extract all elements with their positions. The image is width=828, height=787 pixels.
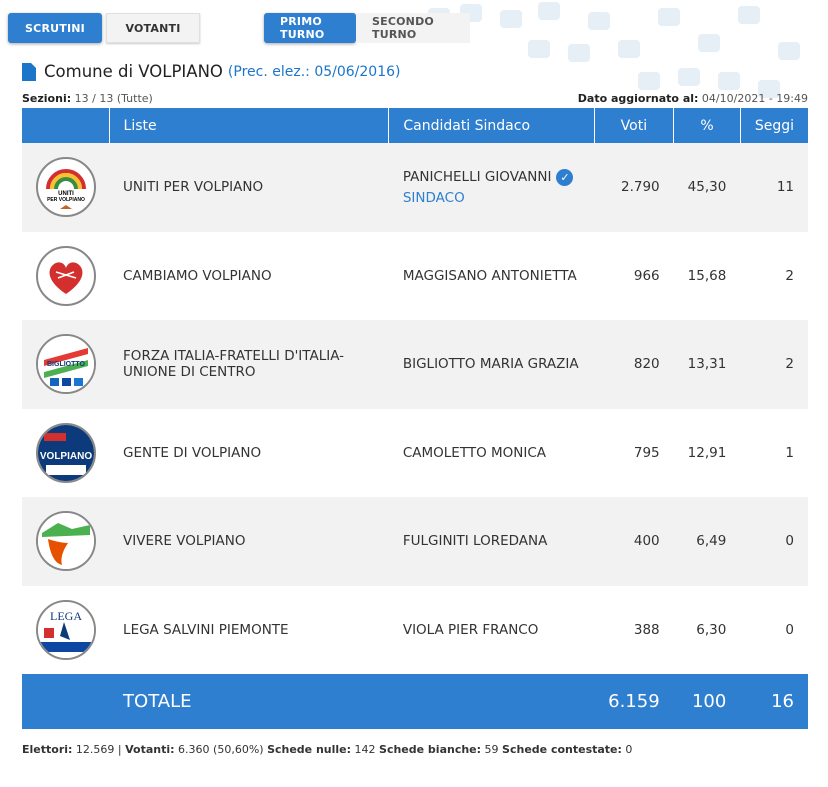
list-logo-cell: LEGA bbox=[22, 585, 110, 674]
meta-info: Sezioni: 13 / 13 (Tutte) Dato aggiornato… bbox=[22, 92, 808, 105]
elettori-value: 12.569 | bbox=[75, 743, 122, 756]
header-percentuale: % bbox=[673, 108, 741, 143]
total-logo-cell bbox=[22, 674, 110, 729]
table-row: VOLPIANO GENTE DI VOLPIANO CAMOLETTO MON… bbox=[22, 408, 808, 497]
table-row: UNITI PER VOLPIANO UNITI PER VOLPIANO PA… bbox=[22, 143, 808, 232]
gente-di-volpiano-logo: VOLPIANO bbox=[35, 422, 96, 483]
list-name: GENTE DI VOLPIANO bbox=[109, 408, 389, 497]
table-header-row: Liste Candidati Sindaco Voti % Seggi bbox=[22, 108, 808, 143]
candidate-name: PANICHELLI GIOVANNI bbox=[402, 169, 552, 186]
votanti-label: Votanti: bbox=[125, 743, 175, 756]
votes-value: 820 bbox=[594, 320, 674, 409]
candidate-name: MAGGISANO ANTONIETTA bbox=[388, 231, 595, 320]
tab-secondo-turno[interactable]: SECONDO TURNO bbox=[356, 13, 470, 43]
percentage-value: 13,31 bbox=[673, 320, 741, 409]
cambiamo-volpiano-logo bbox=[35, 245, 96, 306]
percentage-value: 15,68 bbox=[673, 231, 741, 320]
votanti-value: 6.360 (50,60%) bbox=[178, 743, 264, 756]
votes-value: 400 bbox=[594, 497, 674, 586]
header-voti: Voti bbox=[594, 108, 675, 143]
percentage-value: 45,30 bbox=[673, 143, 741, 232]
schede-contestate-label: Schede contestate: bbox=[502, 743, 622, 756]
seats-value: 2 bbox=[740, 320, 808, 409]
list-logo-cell bbox=[22, 497, 110, 586]
list-name: CAMBIAMO VOLPIANO bbox=[109, 231, 389, 320]
elettori-label: Elettori: bbox=[22, 743, 73, 756]
schede-contestate-value: 0 bbox=[625, 743, 633, 756]
seats-value: 2 bbox=[740, 231, 808, 320]
total-votes: 6.159 bbox=[594, 674, 674, 729]
votes-value: 2.790 bbox=[594, 143, 674, 232]
votes-value: 388 bbox=[594, 585, 674, 674]
document-icon bbox=[22, 62, 36, 81]
vivere-volpiano-logo bbox=[35, 511, 96, 572]
total-row: TOTALE 6.159 100 16 bbox=[22, 674, 808, 729]
svg-text:UNITI: UNITI bbox=[58, 191, 74, 197]
candidate-cell: PANICHELLI GIOVANNI ✓ SINDACO bbox=[388, 143, 595, 232]
seats-value: 0 bbox=[740, 497, 808, 586]
list-logo-cell bbox=[22, 231, 110, 320]
summary-footer: Elettori: 12.569 | Votanti: 6.360 (50,60… bbox=[22, 743, 632, 756]
candidate-name: BIGLIOTTO MARIA GRAZIA bbox=[388, 320, 595, 409]
schede-bianche-label: Schede bianche: bbox=[379, 743, 482, 756]
table-row: LEGA LEGA SALVINI PIEMONTE VIOLA PIER FR… bbox=[22, 585, 808, 674]
total-seats: 16 bbox=[740, 674, 808, 729]
votes-value: 966 bbox=[594, 231, 674, 320]
table-row: VIVERE VOLPIANO FULGINITI LOREDANA 400 6… bbox=[22, 497, 808, 586]
lega-salvini-piemonte-logo: LEGA bbox=[35, 599, 96, 660]
svg-text:LEGA: LEGA bbox=[50, 609, 82, 623]
percentage-value: 6,30 bbox=[673, 585, 741, 674]
uniti-per-volpiano-logo: UNITI PER VOLPIANO bbox=[35, 157, 96, 218]
tab-primo-turno[interactable]: PRIMO TURNO bbox=[264, 13, 356, 43]
results-table: Liste Candidati Sindaco Voti % Seggi UNI… bbox=[22, 108, 808, 729]
header-candidati: Candidati Sindaco bbox=[388, 108, 595, 143]
candidate-name: CAMOLETTO MONICA bbox=[388, 408, 595, 497]
centro-destra-bigliotto-logo: BIGLIOTTO bbox=[35, 334, 96, 395]
elected-label: SINDACO bbox=[402, 189, 465, 206]
percentage-value: 6,49 bbox=[673, 497, 741, 586]
total-percentage: 100 bbox=[673, 674, 741, 729]
header-logo bbox=[22, 108, 110, 143]
svg-text:VOLPIANO: VOLPIANO bbox=[39, 451, 91, 462]
sezioni-label: Sezioni: bbox=[22, 92, 72, 105]
votes-value: 795 bbox=[594, 408, 674, 497]
comune-name: Comune di VOLPIANO bbox=[44, 62, 223, 81]
page-title: Comune di VOLPIANO (Prec. elez.: 05/06/2… bbox=[22, 62, 400, 81]
header-seggi: Seggi bbox=[740, 108, 808, 143]
schede-nulle-value: 142 bbox=[354, 743, 376, 756]
total-label: TOTALE bbox=[109, 674, 389, 729]
list-logo-cell: BIGLIOTTO bbox=[22, 320, 110, 409]
schede-nulle-label: Schede nulle: bbox=[267, 743, 352, 756]
previous-election-link[interactable]: (Prec. elez.: 05/06/2016) bbox=[227, 63, 401, 80]
svg-text:PER VOLPIANO: PER VOLPIANO bbox=[47, 197, 85, 203]
seats-value: 0 bbox=[740, 585, 808, 674]
seats-value: 11 bbox=[740, 143, 808, 232]
list-name: UNITI PER VOLPIANO bbox=[109, 143, 389, 232]
table-row: BIGLIOTTO FORZA ITALIA-FRATELLI D'ITALIA… bbox=[22, 320, 808, 409]
candidate-name: VIOLA PIER FRANCO bbox=[388, 585, 595, 674]
table-row: CAMBIAMO VOLPIANO MAGGISANO ANTONIETTA 9… bbox=[22, 231, 808, 320]
update-info: Dato aggiornato al: 04/10/2021 - 19:49 bbox=[578, 92, 808, 105]
percentage-value: 12,91 bbox=[673, 408, 741, 497]
list-logo-cell: VOLPIANO bbox=[22, 408, 110, 497]
sezioni-value: 13 / 13 (Tutte) bbox=[74, 92, 153, 105]
candidate-name: FULGINITI LOREDANA bbox=[388, 497, 595, 586]
sezioni-info: Sezioni: 13 / 13 (Tutte) bbox=[22, 92, 153, 105]
schede-bianche-value: 59 bbox=[484, 743, 499, 756]
svg-text:BIGLIOTTO: BIGLIOTTO bbox=[47, 361, 86, 368]
seats-value: 1 bbox=[740, 408, 808, 497]
header-liste: Liste bbox=[109, 108, 390, 143]
tab-scrutini[interactable]: SCRUTINI bbox=[8, 13, 102, 43]
verified-check-icon: ✓ bbox=[556, 168, 574, 186]
updated-value: 04/10/2021 - 19:49 bbox=[701, 92, 808, 105]
background-pattern bbox=[408, 0, 828, 130]
updated-label: Dato aggiornato al: bbox=[577, 92, 699, 105]
list-name: FORZA ITALIA-FRATELLI D'ITALIA-UNIONE DI… bbox=[109, 320, 389, 409]
list-name: LEGA SALVINI PIEMONTE bbox=[109, 585, 389, 674]
list-logo-cell: UNITI PER VOLPIANO bbox=[22, 143, 110, 232]
total-empty-cell bbox=[388, 674, 595, 729]
list-name: VIVERE VOLPIANO bbox=[109, 497, 389, 586]
tab-bar: SCRUTINI VOTANTI PRIMO TURNO SECONDO TUR… bbox=[8, 13, 470, 43]
tab-votanti[interactable]: VOTANTI bbox=[106, 13, 200, 43]
